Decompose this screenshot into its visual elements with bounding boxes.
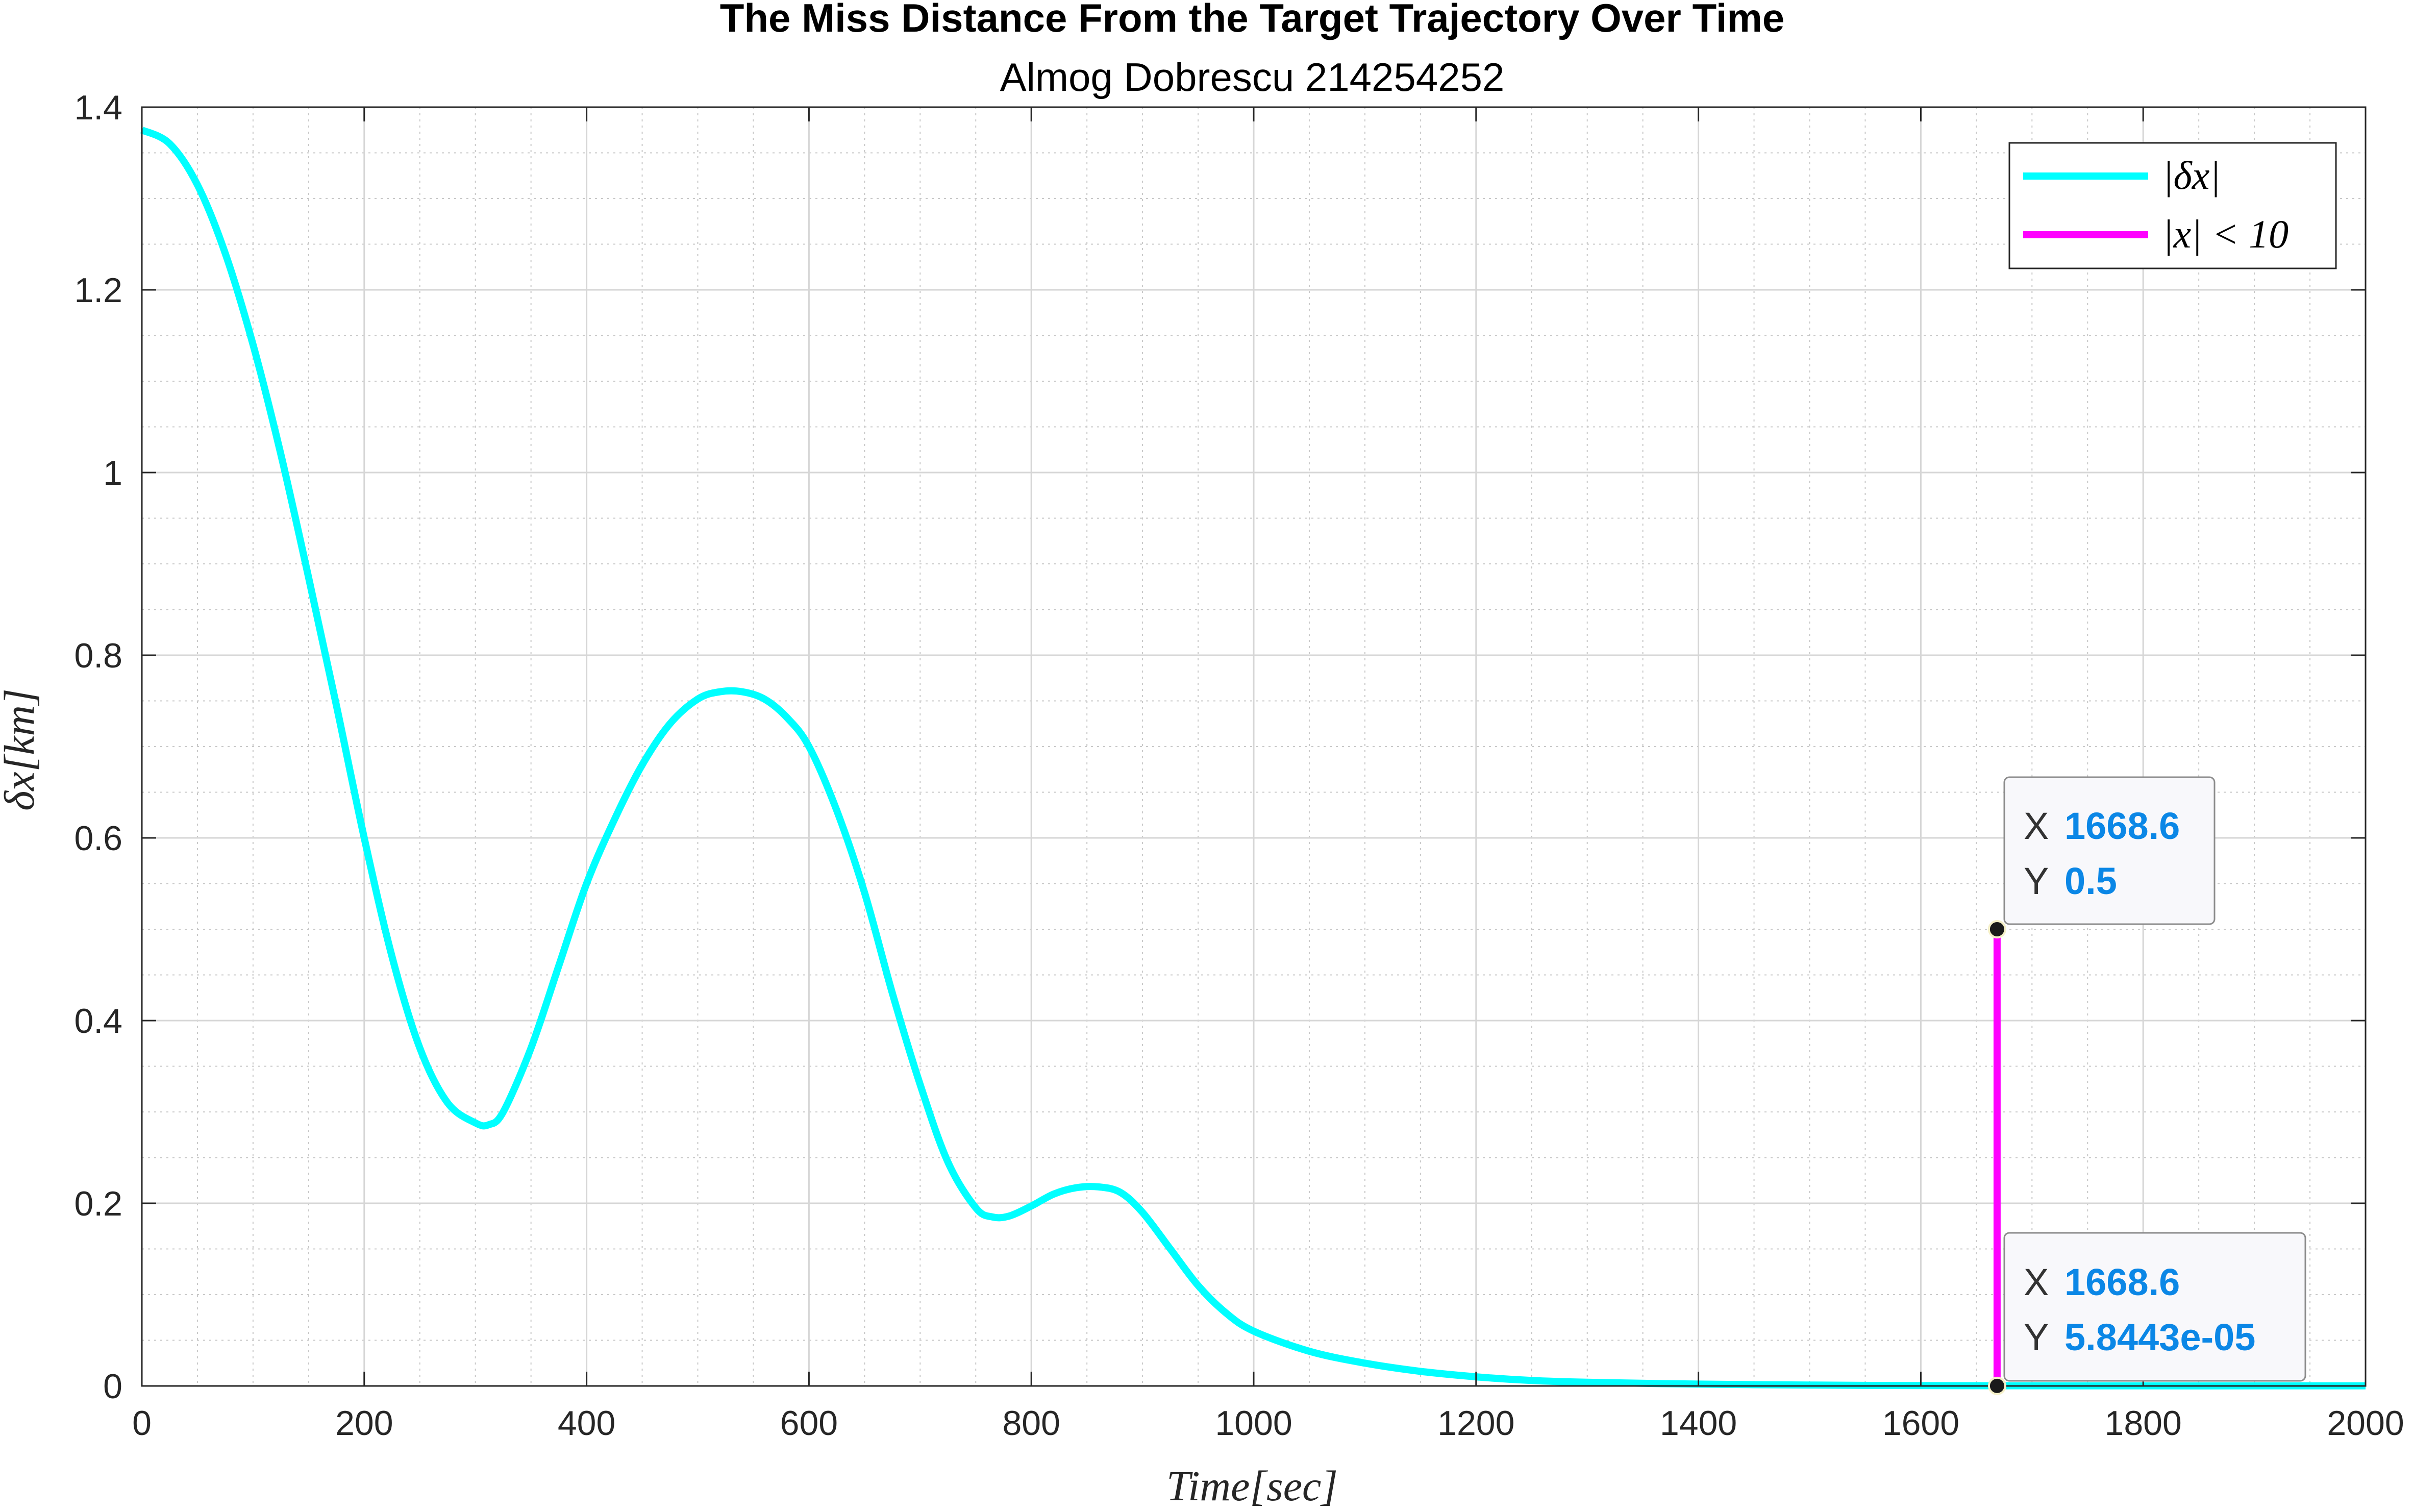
datatip-lower[interactable]: X 1668.6 Y 5.8443e-05 xyxy=(2003,1232,2306,1382)
datatip-lower-x-key: X xyxy=(2024,1261,2049,1303)
legend: |δx| |x| < 10 xyxy=(2008,142,2337,269)
y-tick-label: 0.6 xyxy=(74,819,122,858)
x-axis-label: Time[sec] xyxy=(1166,1463,1338,1510)
datatip-markers xyxy=(1987,920,2006,1395)
datatip-upper-x-key: X xyxy=(2024,805,2049,847)
y-tick-label: 0 xyxy=(103,1367,122,1406)
y-tick-label: 0.4 xyxy=(74,1002,122,1040)
plot-area xyxy=(140,127,2366,1390)
datatip-upper-x-value: 1668.6 xyxy=(2064,805,2180,847)
y-tick-label: 0.2 xyxy=(74,1184,122,1223)
datatip-marker[interactable] xyxy=(1987,1376,2006,1395)
y-tick-label: 0.8 xyxy=(74,636,122,675)
y-axis-label: δx[km] xyxy=(0,688,43,811)
y-tick-label: 1.4 xyxy=(74,88,122,127)
x-tick-label: 400 xyxy=(558,1404,615,1443)
datatip-upper-y-key: Y xyxy=(2024,860,2049,902)
datatip-upper[interactable]: X 1668.6 Y 0.5 xyxy=(2003,776,2216,925)
legend-label-x-lt-10: |x| < 10 xyxy=(2162,212,2288,256)
datatip-upper-box xyxy=(2003,776,2216,925)
tick-labels: 0 200 400 600 800 1000 1200 1400 1600 1800 2000 0 0.… xyxy=(74,88,2404,1443)
chart-subtitle: Almog Dobrescu 214254252 xyxy=(1000,55,1505,100)
x-tick-label: 1800 xyxy=(2105,1404,2182,1443)
datatip-lower-box xyxy=(2003,1232,2306,1382)
datatip-lower-y-key: Y xyxy=(2024,1316,2049,1358)
datatip-marker[interactable] xyxy=(1987,920,2006,938)
datatip-lower-x-value: 1668.6 xyxy=(2064,1261,2180,1303)
x-tick-label: 600 xyxy=(780,1404,838,1443)
x-tick-label: 200 xyxy=(335,1404,393,1443)
x-tick-label: 800 xyxy=(1002,1404,1060,1443)
chart-title: The Miss Distance From the Target Trajec… xyxy=(720,0,1784,40)
datatip-upper-y-value: 0.5 xyxy=(2064,860,2117,902)
datatip-lower-y-value: 5.8443e-05 xyxy=(2064,1316,2255,1358)
x-tick-label: 1200 xyxy=(1437,1404,1514,1443)
x-tick-label: 1000 xyxy=(1215,1404,1292,1443)
x-tick-label: 1600 xyxy=(1882,1404,1959,1443)
axes xyxy=(141,106,2367,1387)
legend-box xyxy=(2008,142,2337,269)
x-tick-label: 2000 xyxy=(2327,1404,2404,1443)
legend-label-delta-x: |δx| xyxy=(2162,153,2221,197)
axes-box xyxy=(141,106,2367,1387)
x-tick-label: 0 xyxy=(132,1404,152,1443)
y-tick-label: 1 xyxy=(103,454,122,492)
series-line-delta-x xyxy=(140,127,2366,1390)
x-tick-label: 1400 xyxy=(1660,1404,1737,1443)
y-tick-label: 1.2 xyxy=(74,271,122,310)
